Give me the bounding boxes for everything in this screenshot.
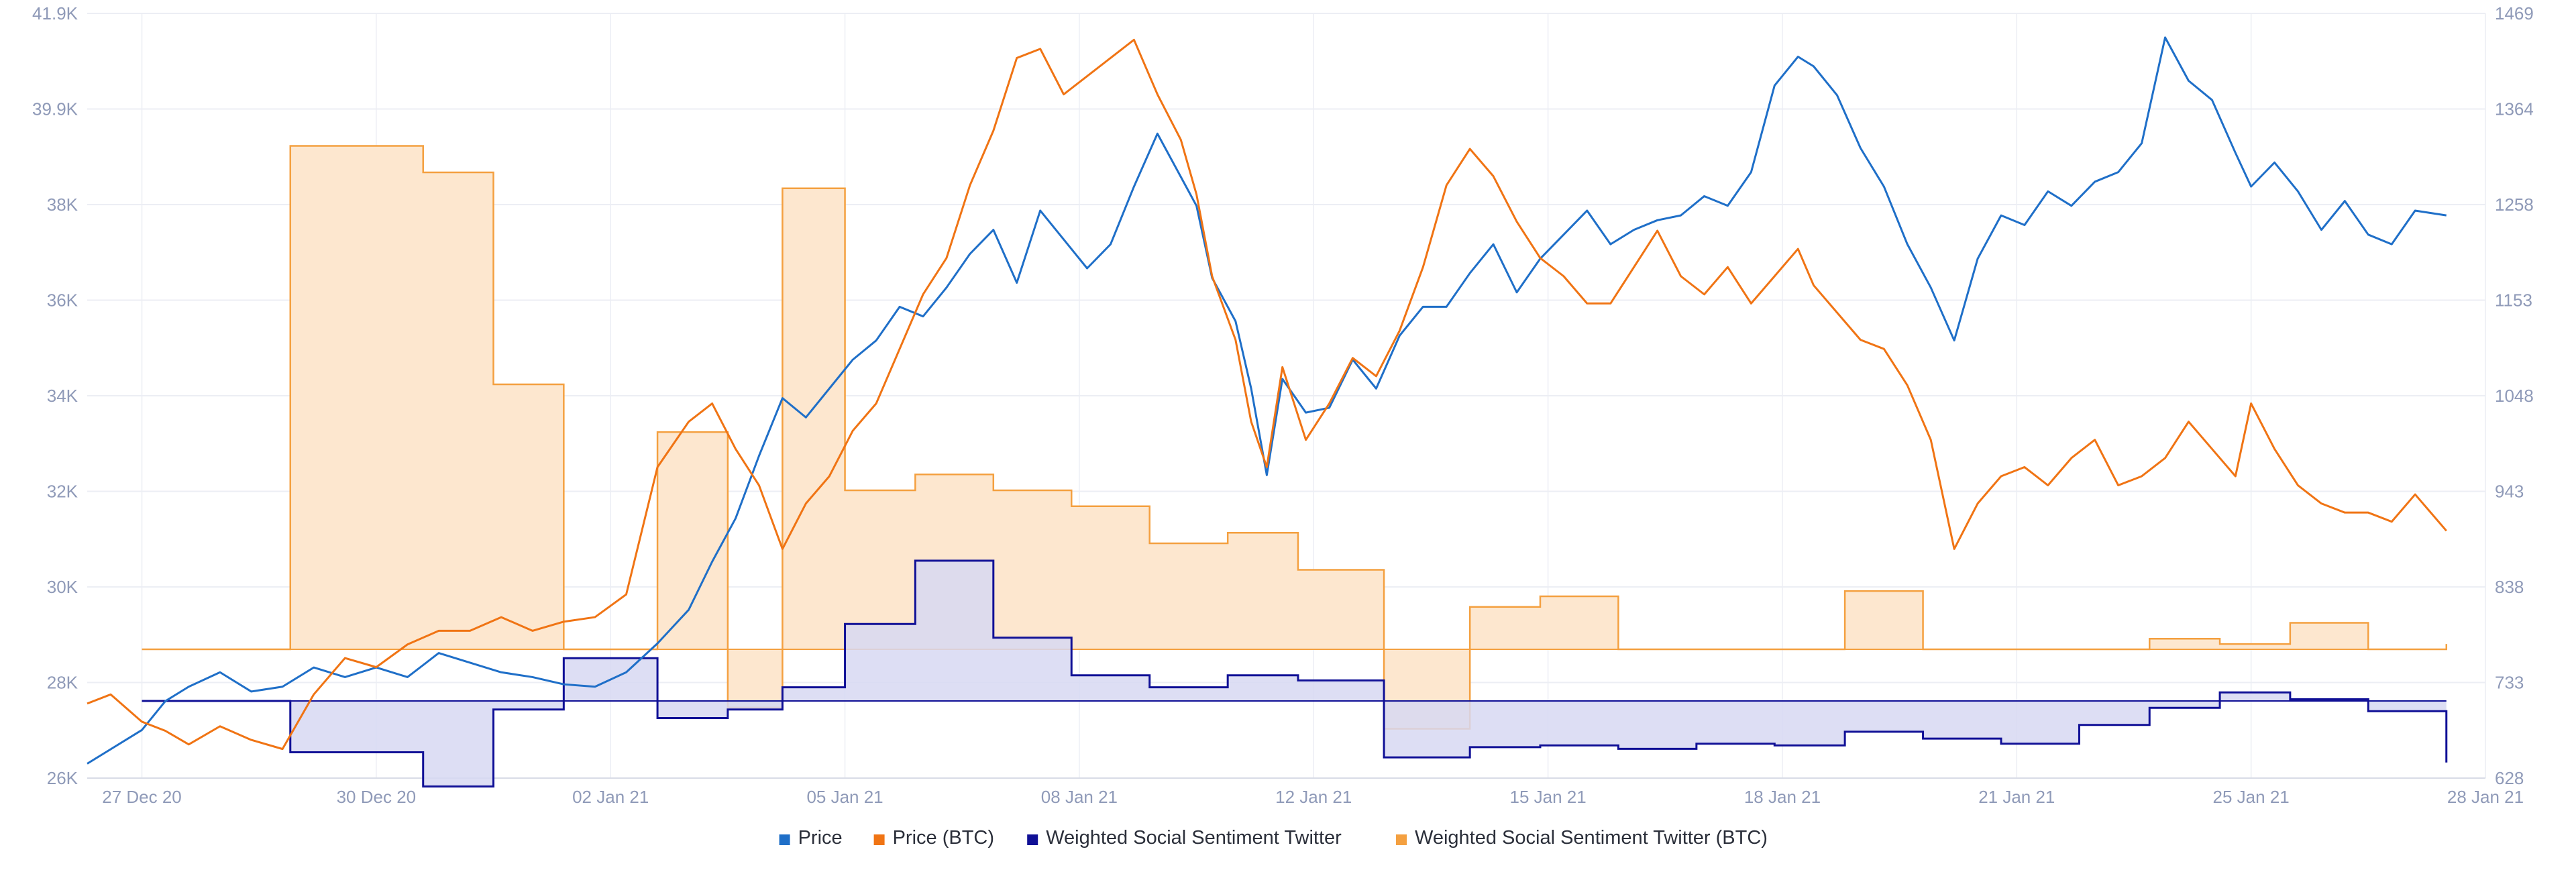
y-left-tick-label: 36K — [47, 290, 78, 311]
legend-label: Weighted Social Sentiment Twitter — [1046, 827, 1342, 849]
x-tick-label: 12 Jan 21 — [1275, 787, 1352, 807]
legend-label: Price — [798, 827, 843, 849]
y-left-tick-label: 39.9K — [32, 99, 78, 119]
x-tick-label: 18 Jan 21 — [1744, 787, 1821, 807]
x-tick-label: 05 Jan 21 — [806, 787, 883, 807]
y-right-tick-label: 1153 — [2495, 290, 2532, 311]
x-tick-label: 02 Jan 21 — [572, 787, 649, 807]
y-right-tick-label: 628 — [2495, 768, 2524, 788]
legend-label: Price (BTC) — [893, 827, 994, 849]
y-right-tick-label: 838 — [2495, 577, 2524, 597]
x-tick-label: 30 Dec 20 — [337, 787, 417, 807]
y-left-tick-label: 38K — [47, 195, 78, 215]
y-left-tick-label: 34K — [47, 386, 78, 406]
legend-swatch — [873, 834, 885, 845]
legend-label: Weighted Social Sentiment Twitter (BTC) — [1415, 827, 1768, 849]
legend-swatch — [779, 834, 790, 845]
y-right-tick-label: 1469 — [2495, 3, 2534, 23]
y-left-tick-label: 41.9K — [32, 3, 78, 23]
y-right-tick-label: 943 — [2495, 482, 2524, 502]
y-left-tick-label: 26K — [47, 768, 78, 788]
x-tick-label: 28 Jan 21 — [2447, 787, 2524, 807]
x-tick-label: 15 Jan 21 — [1509, 787, 1586, 807]
y-right-tick-label: 1048 — [2495, 386, 2534, 406]
price-line — [87, 36, 2447, 765]
y-right-tick-label: 733 — [2495, 673, 2524, 693]
x-tick-label: 21 Jan 21 — [1978, 787, 2055, 807]
price-btc-line — [87, 38, 2447, 751]
y-left-tick-label: 28K — [47, 673, 78, 693]
x-tick-label: 08 Jan 21 — [1041, 787, 1118, 807]
y-left-tick-label: 30K — [47, 577, 78, 597]
y-right-tick-label: 1258 — [2495, 195, 2534, 215]
y-left-tick-label: 32K — [47, 482, 78, 502]
x-tick-label: 25 Jan 21 — [2213, 787, 2290, 807]
legend-swatch — [1396, 834, 1407, 845]
y-right-tick-label: 1364 — [2495, 99, 2534, 119]
legend-swatch — [1027, 834, 1038, 845]
sentiment-area — [142, 560, 2447, 787]
sentiment-btc-area — [142, 146, 2447, 729]
x-tick-label: 27 Dec 20 — [102, 787, 182, 807]
